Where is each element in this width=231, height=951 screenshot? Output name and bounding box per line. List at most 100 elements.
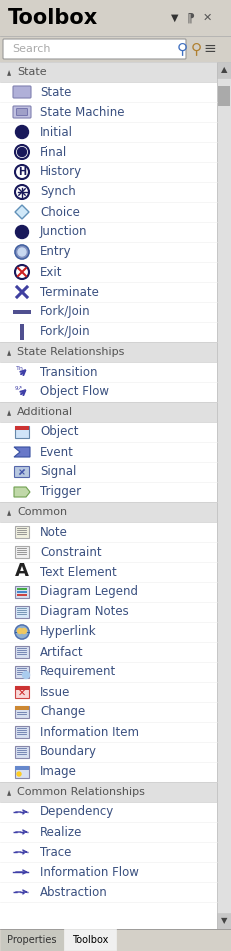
Text: Fork/Join: Fork/Join xyxy=(40,305,91,319)
Text: H: H xyxy=(18,167,26,177)
Bar xyxy=(0,36,231,62)
Text: ⁋: ⁋ xyxy=(187,11,195,25)
Bar xyxy=(217,913,231,929)
Text: Common Relationships: Common Relationships xyxy=(17,787,145,797)
Bar xyxy=(17,588,27,590)
Text: Constraint: Constraint xyxy=(40,546,102,558)
Bar xyxy=(15,746,29,758)
Text: ≡: ≡ xyxy=(204,41,216,55)
Text: ⚲: ⚲ xyxy=(176,42,188,56)
Bar xyxy=(15,646,29,658)
FancyBboxPatch shape xyxy=(16,108,27,115)
Text: Dependency: Dependency xyxy=(40,805,114,819)
Text: ◄: ◄ xyxy=(4,69,13,75)
Text: History: History xyxy=(40,165,82,179)
FancyBboxPatch shape xyxy=(13,86,31,98)
Polygon shape xyxy=(14,487,30,497)
Bar xyxy=(15,706,29,710)
Bar xyxy=(0,0,231,36)
Bar xyxy=(0,929,231,951)
Text: Information Item: Information Item xyxy=(40,726,139,739)
Bar xyxy=(15,666,29,678)
Bar xyxy=(217,62,231,929)
Text: State Relationships: State Relationships xyxy=(17,347,124,357)
Text: Search: Search xyxy=(12,44,51,54)
FancyBboxPatch shape xyxy=(13,106,31,118)
Bar xyxy=(15,726,29,738)
Bar xyxy=(15,426,29,430)
Bar xyxy=(15,686,29,690)
Bar xyxy=(218,86,230,106)
Text: Realize: Realize xyxy=(40,825,82,839)
Circle shape xyxy=(22,671,30,678)
Bar xyxy=(20,324,24,340)
Circle shape xyxy=(15,245,29,259)
Text: Information Flow: Information Flow xyxy=(40,865,139,879)
Bar xyxy=(15,526,29,538)
Bar xyxy=(15,686,29,698)
Text: State: State xyxy=(17,67,47,77)
Circle shape xyxy=(18,629,22,633)
Text: ◄: ◄ xyxy=(4,349,13,355)
Bar xyxy=(0,502,217,522)
Text: A: A xyxy=(15,562,29,580)
Circle shape xyxy=(21,629,27,633)
Text: Terminate: Terminate xyxy=(40,285,99,299)
Circle shape xyxy=(15,625,29,639)
Text: ⚲: ⚲ xyxy=(190,42,202,56)
Text: Object: Object xyxy=(40,425,79,438)
Text: Toolbox: Toolbox xyxy=(72,935,108,945)
Text: State: State xyxy=(40,86,71,99)
Bar xyxy=(15,766,29,770)
Text: ✕: ✕ xyxy=(18,688,26,698)
Text: Junction: Junction xyxy=(40,225,88,239)
Text: Artifact: Artifact xyxy=(40,646,84,658)
Text: Text Element: Text Element xyxy=(40,566,117,578)
Bar xyxy=(217,62,231,78)
Text: ◄: ◄ xyxy=(4,509,13,514)
Bar xyxy=(1,930,63,950)
Text: Requirement: Requirement xyxy=(40,666,116,678)
Circle shape xyxy=(15,185,29,199)
Text: Signal: Signal xyxy=(40,465,76,478)
Text: Final: Final xyxy=(40,146,67,159)
Text: ✕: ✕ xyxy=(202,13,212,23)
Bar xyxy=(15,546,29,558)
Circle shape xyxy=(17,772,21,776)
Text: Change: Change xyxy=(40,706,85,719)
Text: Boundary: Boundary xyxy=(40,746,97,759)
Text: Diagram Notes: Diagram Notes xyxy=(40,606,129,618)
Text: Issue: Issue xyxy=(40,686,70,698)
Text: ▼: ▼ xyxy=(171,13,179,23)
Text: Additional: Additional xyxy=(17,407,73,417)
Text: Entry: Entry xyxy=(40,245,72,259)
Text: Trace: Trace xyxy=(40,845,71,859)
Text: Choice: Choice xyxy=(40,205,80,219)
Bar xyxy=(15,706,29,718)
Circle shape xyxy=(18,147,27,157)
Text: Fork/Join: Fork/Join xyxy=(40,325,91,339)
Text: Event: Event xyxy=(40,445,74,458)
Bar xyxy=(0,62,217,82)
Bar xyxy=(13,310,31,314)
Circle shape xyxy=(15,126,28,139)
Polygon shape xyxy=(14,447,30,457)
FancyBboxPatch shape xyxy=(15,467,30,477)
Polygon shape xyxy=(15,205,29,219)
Circle shape xyxy=(15,265,29,279)
Bar xyxy=(64,929,116,950)
Text: ◄: ◄ xyxy=(4,409,13,415)
Circle shape xyxy=(15,165,29,179)
Text: Object Flow: Object Flow xyxy=(40,385,109,398)
Text: Tn: Tn xyxy=(16,366,24,371)
Bar xyxy=(17,591,27,593)
Bar xyxy=(15,606,29,618)
Text: Hyperlink: Hyperlink xyxy=(40,626,97,638)
Circle shape xyxy=(15,145,29,159)
Bar xyxy=(0,782,217,802)
Text: Transition: Transition xyxy=(40,365,97,378)
Text: Properties: Properties xyxy=(7,935,57,945)
Text: Diagram Legend: Diagram Legend xyxy=(40,586,138,598)
Text: Toolbox: Toolbox xyxy=(8,8,98,28)
Text: State Machine: State Machine xyxy=(40,106,125,119)
